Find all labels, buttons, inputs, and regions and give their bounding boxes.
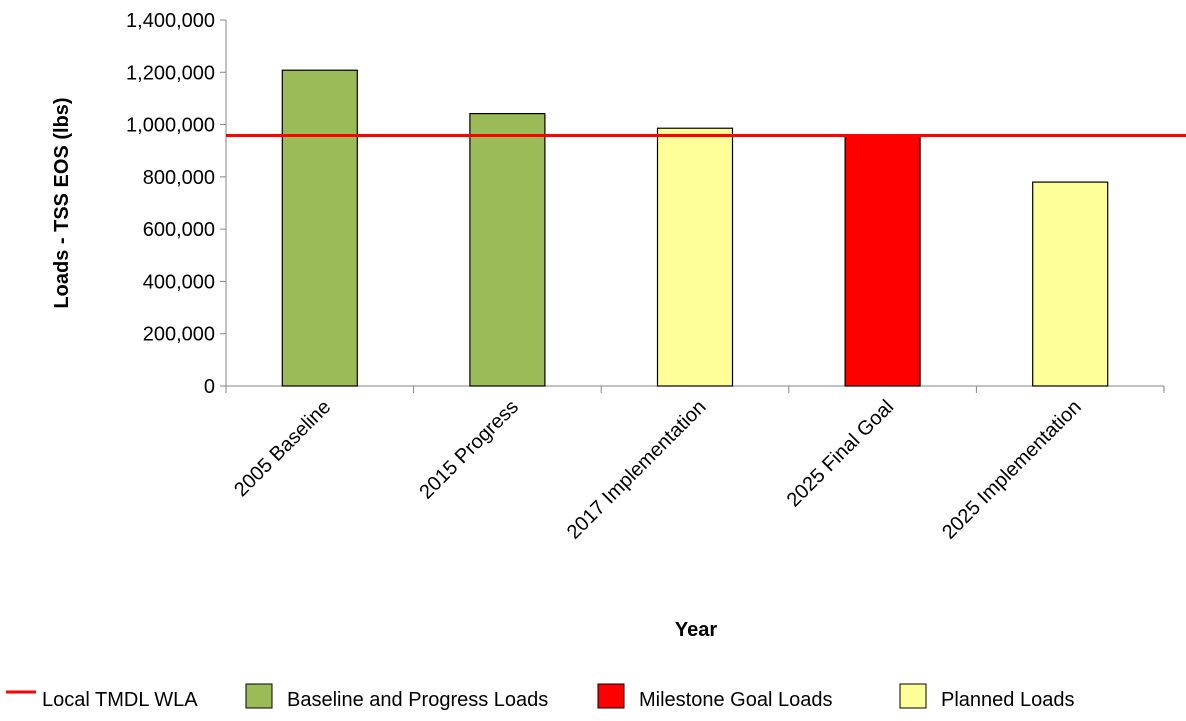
bar bbox=[1032, 181, 1109, 387]
bar bbox=[844, 134, 921, 387]
y-axis-title: Loads - TSS EOS (lbs) bbox=[51, 97, 73, 308]
x-axis-title: Year bbox=[675, 619, 717, 641]
x-tick-label: 2025 Final Goal bbox=[783, 396, 898, 511]
x-tick-label: 2025 Implementation bbox=[938, 396, 1086, 544]
x-tick-label: 2015 Progress bbox=[415, 396, 523, 504]
y-tick-label: 600,000 bbox=[143, 219, 215, 241]
legend-label: Milestone Goal Loads bbox=[639, 689, 832, 711]
legend-label: Planned Loads bbox=[941, 689, 1074, 711]
legend-swatch bbox=[899, 683, 927, 709]
x-tick-label: 2017 Implementation bbox=[563, 396, 711, 544]
legend-label: Local TMDL WLA bbox=[42, 689, 198, 711]
x-tick-label: 2005 Baseline bbox=[230, 396, 335, 501]
bar bbox=[469, 112, 546, 387]
bar bbox=[656, 127, 734, 387]
y-tick-label: 200,000 bbox=[143, 324, 215, 346]
y-axis: 0 200,000 400,000 600,000 800,000 1,000,000 1,… bbox=[126, 10, 227, 398]
y-tick-label: 400,000 bbox=[143, 271, 215, 293]
y-tick-label: 1,200,000 bbox=[126, 62, 215, 84]
legend-swatch bbox=[597, 683, 625, 709]
legend-label: Baseline and Progress Loads bbox=[287, 689, 548, 711]
y-tick-label: 800,000 bbox=[143, 167, 215, 189]
bar bbox=[281, 69, 358, 387]
bars bbox=[281, 69, 1109, 387]
x-axis: 2005 Baseline 2015 Progress 2017 Implement… bbox=[225, 385, 1165, 544]
y-tick-label: 0 bbox=[204, 376, 215, 398]
y-tick-label: 1,000,000 bbox=[126, 115, 215, 137]
legend: Local TMDL WLA Baseline and Progress Load… bbox=[6, 683, 1074, 711]
y-tick-label: 1,400,000 bbox=[126, 10, 215, 32]
legend-swatch bbox=[245, 683, 273, 709]
